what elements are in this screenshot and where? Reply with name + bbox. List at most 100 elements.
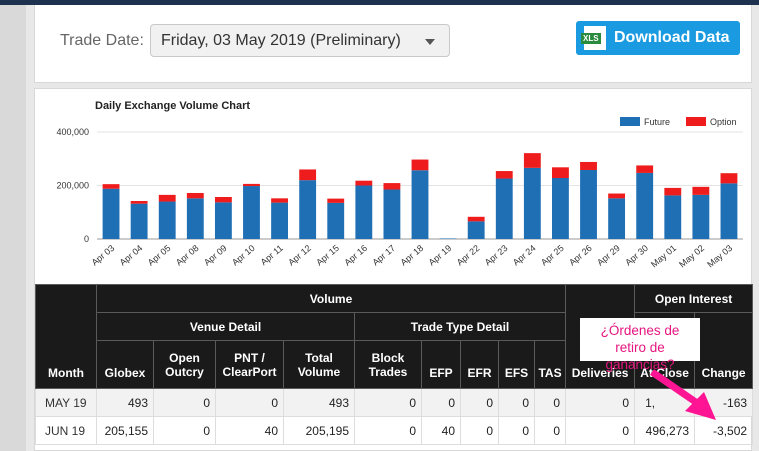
y-tick-label: 0 xyxy=(84,234,89,244)
left-sidebar-strip xyxy=(0,5,26,451)
bar-future xyxy=(214,202,232,239)
bar-option xyxy=(355,180,373,186)
bar-future xyxy=(664,195,682,239)
volume-chart: 0 200,000 400,000 Apr 03 Apr 04 Apr 05 Apr 08 A… xyxy=(56,117,743,270)
bar-future xyxy=(411,170,429,239)
x-tick-label: Apr 08 xyxy=(174,243,201,268)
efr-header: EFR xyxy=(460,340,499,389)
trade-date-label: Trade Date: xyxy=(60,32,144,49)
x-tick-label: Apr 29 xyxy=(595,243,622,268)
bar-future xyxy=(720,183,738,239)
bar-future xyxy=(186,198,204,239)
bar-future xyxy=(523,167,541,239)
bar-option xyxy=(271,198,288,203)
annotation-callout: ¿Órdenes de retiro de ganancias? xyxy=(580,318,700,372)
volume-panel: Daily Exchange Volume Chart 0 200,000 400,… xyxy=(34,88,754,451)
bar-future xyxy=(383,189,401,239)
bar-option xyxy=(214,197,232,203)
bar-option xyxy=(664,187,682,196)
download-data-label: Download Data xyxy=(614,29,730,46)
bar-future xyxy=(439,238,457,239)
bar-future xyxy=(692,194,710,239)
xls-file-icon: XLS xyxy=(581,26,606,50)
bar-future xyxy=(299,180,317,239)
x-tick-label: Apr 12 xyxy=(286,243,313,268)
x-tick-label: Apr 15 xyxy=(314,243,341,268)
legend-label-future: Future xyxy=(644,117,670,127)
efs-header: EFS xyxy=(498,340,535,389)
venue-detail-header: Venue Detail xyxy=(96,312,355,341)
x-tick-label: Apr 04 xyxy=(118,243,145,268)
x-tick-label: Apr 26 xyxy=(567,243,594,268)
x-tick-label: Apr 25 xyxy=(539,243,566,268)
trade-date-select[interactable]: Friday, 03 May 2019 (Preliminary) xyxy=(150,24,450,57)
x-tick-label: Apr 11 xyxy=(259,243,285,267)
bar-option xyxy=(327,198,345,203)
bar-option xyxy=(243,183,260,187)
x-tick-label: Apr 24 xyxy=(511,243,538,268)
table-row: JUN 19 205,155 0 40 205,195 0 40 0 0 0 0… xyxy=(35,416,754,445)
bar-option xyxy=(608,193,626,199)
bar-future xyxy=(327,202,345,239)
bar-future xyxy=(608,198,626,239)
efp-header: EFP xyxy=(421,340,461,389)
trade-date-value: Friday, 03 May 2019 (Preliminary) xyxy=(161,32,401,49)
legend-swatch-future xyxy=(620,117,640,126)
tas-header: TAS xyxy=(533,340,567,389)
top-nav-bar xyxy=(0,0,759,5)
bar-option xyxy=(720,173,738,184)
x-tick-label: Apr 18 xyxy=(399,243,426,268)
bar-option xyxy=(636,165,654,173)
x-tick-label: Apr 16 xyxy=(342,243,369,268)
volume-table-wrap: Month Volume Deliveries Open Interest Ve… xyxy=(35,284,754,445)
bar-future xyxy=(271,202,288,239)
bar-future xyxy=(552,178,569,239)
bar-future xyxy=(495,178,513,239)
x-tick-label: Apr 17 xyxy=(370,243,397,268)
bar-future xyxy=(580,169,597,239)
volume-table: Month Volume Deliveries Open Interest Ve… xyxy=(35,284,754,445)
block-trades-header: Block Trades xyxy=(354,340,422,389)
bar-option xyxy=(411,159,429,171)
bar-option xyxy=(523,153,541,168)
x-tick-label: Apr 10 xyxy=(230,243,257,268)
volume-header: Volume xyxy=(95,284,567,313)
bar-future xyxy=(158,201,176,239)
x-tick-label: Apr 05 xyxy=(146,243,173,268)
open-interest-header: Open Interest xyxy=(634,284,754,313)
legend-swatch-option xyxy=(686,117,706,126)
x-tick-label: Apr 22 xyxy=(455,243,482,268)
bar-future xyxy=(130,203,148,239)
change-header: Change xyxy=(694,312,754,389)
month-header: Month xyxy=(35,284,97,389)
bar-future xyxy=(636,172,654,239)
total-volume-header: Total Volume xyxy=(283,340,355,389)
x-tick-label: Apr 23 xyxy=(483,243,510,268)
bar-future xyxy=(243,186,260,239)
bar-option xyxy=(102,184,120,189)
y-tick-label: 200,000 xyxy=(56,181,89,191)
x-tick-label: Apr 03 xyxy=(90,243,117,268)
bar-option xyxy=(130,201,148,204)
pnt-clearport-header: PNT / ClearPort xyxy=(215,340,284,389)
y-tick-label: 400,000 xyxy=(56,127,89,137)
bar-option xyxy=(580,161,597,170)
bar-option xyxy=(495,171,513,179)
bar-option xyxy=(299,169,317,181)
x-tick-label: Apr 19 xyxy=(427,243,454,268)
bar-option xyxy=(383,183,401,190)
x-tick-label: May 02 xyxy=(677,243,706,270)
bar-future xyxy=(102,188,120,239)
bar-option xyxy=(186,192,204,199)
legend-label-option: Option xyxy=(710,117,737,127)
bar-option xyxy=(552,167,569,179)
chart-title: Daily Exchange Volume Chart xyxy=(95,100,251,112)
bar-future xyxy=(355,185,373,239)
x-tick-label: Apr 30 xyxy=(623,243,650,268)
x-tick-label: May 01 xyxy=(649,243,678,270)
bar-future xyxy=(467,221,485,239)
download-data-button[interactable]: XLS Download Data xyxy=(576,21,740,55)
bar-option xyxy=(692,186,710,195)
globex-header: Globex xyxy=(96,340,154,389)
trade-date-panel: Trade Date: Friday, 03 May 2019 (Prelimi… xyxy=(34,5,752,83)
